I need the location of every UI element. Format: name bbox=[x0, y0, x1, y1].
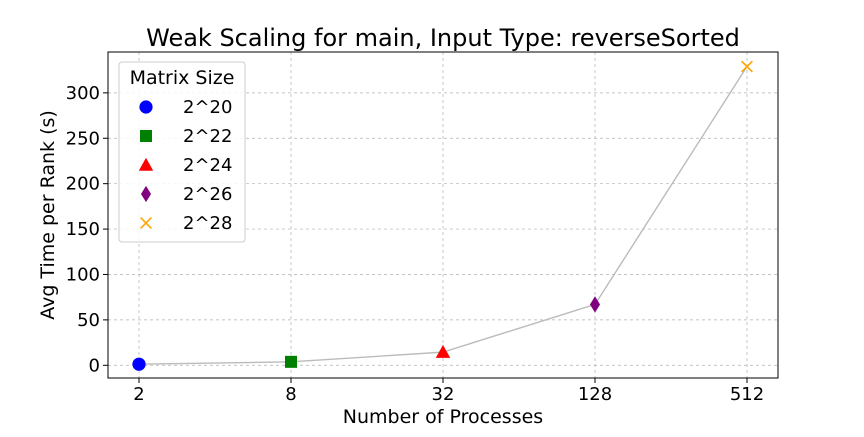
y-tick-label: 200 bbox=[66, 174, 100, 195]
tick-layer: 2 8 32 128 512 0 50 100 150 200 250 300 bbox=[66, 83, 765, 405]
legend-marker-diamond bbox=[140, 185, 152, 203]
data-point-triangle bbox=[435, 344, 451, 358]
legend-item: 2^24 bbox=[138, 155, 232, 176]
legend-item: 2^28 bbox=[140, 213, 232, 234]
y-tick-label: 100 bbox=[66, 264, 100, 285]
x-tick-label: 128 bbox=[578, 384, 612, 405]
x-tick-label: 8 bbox=[285, 384, 296, 405]
legend-label: 2^24 bbox=[183, 155, 232, 176]
legend-item: 2^22 bbox=[140, 126, 232, 147]
legend: Matrix Size 2^20 2^22 2^24 2^26 2^28 bbox=[118, 61, 246, 243]
x-tick-label: 2 bbox=[133, 384, 144, 405]
y-tick-label: 150 bbox=[66, 219, 100, 240]
legend-label: 2^26 bbox=[183, 184, 232, 205]
x-tick-label: 512 bbox=[730, 384, 764, 405]
legend-marker-circle bbox=[139, 100, 153, 114]
y-axis-label: Avg Time per Rank (s) bbox=[37, 110, 59, 320]
legend-label: 2^28 bbox=[183, 213, 232, 234]
x-tick-label: 32 bbox=[432, 384, 455, 405]
data-point-circle bbox=[132, 357, 146, 371]
legend-marker-square bbox=[140, 130, 152, 142]
marker-layer bbox=[132, 60, 753, 371]
legend-items: 2^20 2^22 2^24 2^26 2^28 bbox=[138, 97, 232, 234]
legend-marker-triangle bbox=[138, 157, 154, 171]
y-tick-label: 300 bbox=[66, 83, 100, 104]
legend-marker-x bbox=[140, 217, 152, 229]
y-tick-label: 50 bbox=[77, 310, 100, 331]
data-point-diamond bbox=[589, 296, 601, 313]
data-point-square bbox=[285, 355, 297, 368]
y-tick-label: 250 bbox=[66, 128, 100, 149]
legend-title: Matrix Size bbox=[130, 67, 235, 89]
grid-layer bbox=[108, 52, 778, 378]
y-tick-label: 0 bbox=[89, 355, 100, 376]
chart-title: Weak Scaling for main, Input Type: rever… bbox=[146, 24, 740, 52]
legend-item: 2^26 bbox=[140, 184, 232, 205]
x-axis-label: Number of Processes bbox=[343, 406, 543, 428]
legend-label: 2^22 bbox=[183, 126, 232, 147]
legend-item: 2^20 bbox=[139, 97, 232, 118]
data-point-x bbox=[741, 60, 753, 73]
legend-label: 2^20 bbox=[183, 97, 232, 118]
